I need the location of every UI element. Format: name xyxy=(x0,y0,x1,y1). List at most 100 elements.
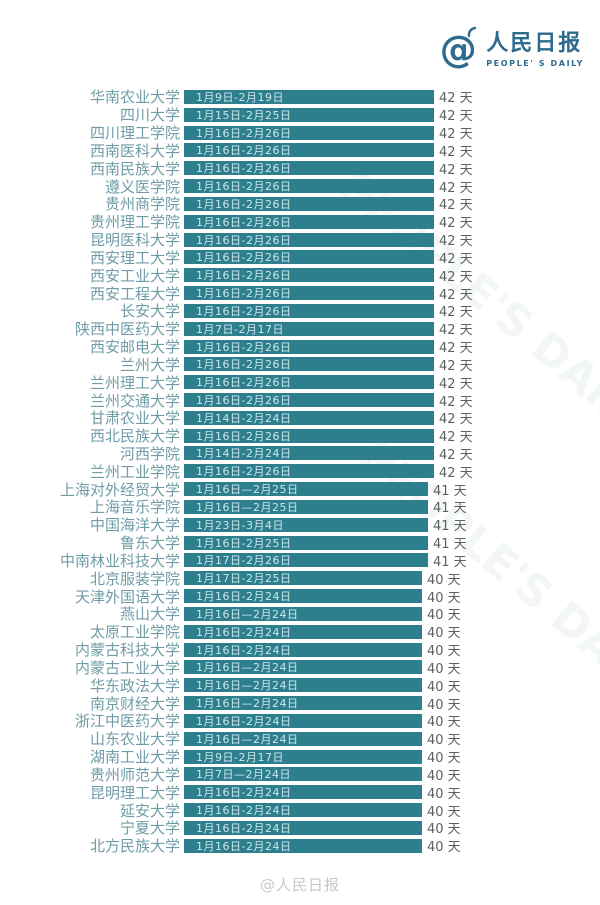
university-name: 山东农业大学 xyxy=(89,730,180,749)
chart-row: 遵义医学院 1月16日-2月26日 42 天 xyxy=(0,177,600,196)
vacation-bar: 1月16日-2月26日 xyxy=(184,303,434,318)
date-range-label: 1月9日-2月17日 xyxy=(196,750,284,764)
chart-row: 昆明理工大学 1月16日-2月24日 40 天 xyxy=(0,783,600,802)
chart-row: 河西学院 1月14日-2月24日 42 天 xyxy=(0,445,600,463)
date-range-label: 1月16日-2月24日 xyxy=(196,625,292,639)
date-range-label: 1月15日-2月25日 xyxy=(196,108,292,122)
university-name: 四川理工学院 xyxy=(89,124,180,143)
vacation-bar: 1月16日-2月24日 xyxy=(184,820,422,835)
university-name: 鲁东大学 xyxy=(119,534,180,553)
university-name: 西南民族大学 xyxy=(89,159,180,178)
university-name: 浙江中医药大学 xyxy=(74,712,180,731)
date-range-label: 1月16日-2月26日 xyxy=(196,358,292,372)
date-range-label: 1月16日-2月26日 xyxy=(196,251,292,265)
vacation-bar: 1月16日-2月24日 xyxy=(184,838,422,853)
days-label: 41 天 xyxy=(433,501,467,517)
vacation-bar: 1月17日-2月26日 xyxy=(184,553,428,568)
at-megaphone-icon: @ xyxy=(434,26,482,74)
university-name: 贵州理工学院 xyxy=(89,213,180,232)
university-name: 华南农业大学 xyxy=(89,88,180,107)
chart-row: 内蒙古科技大学 1月16日-2月24日 40 天 xyxy=(0,641,600,659)
university-name: 陕西中医药大学 xyxy=(74,320,180,339)
university-name: 天津外国语大学 xyxy=(74,587,180,606)
vacation-bar: 1月16日—2月24日 xyxy=(184,660,422,675)
university-name: 上海对外经贸大学 xyxy=(59,480,180,499)
vacation-bar: 1月16日-2月26日 xyxy=(184,392,434,407)
university-name: 昆明医科大学 xyxy=(89,231,180,250)
vacation-bar: 1月16日-2月24日 xyxy=(184,803,422,818)
vacation-bar: 1月14日-2月24日 xyxy=(184,446,434,461)
days-label: 42 天 xyxy=(439,234,473,250)
days-label: 40 天 xyxy=(427,822,461,838)
chart-row: 西安邮电大学 1月16日-2月26日 42 天 xyxy=(0,338,600,356)
vacation-bar: 1月16日-2月26日 xyxy=(184,268,434,283)
university-name: 中南林业科技大学 xyxy=(59,551,180,570)
university-name: 兰州大学 xyxy=(119,355,180,374)
days-label: 42 天 xyxy=(439,216,473,232)
vacation-bar: 1月16日-2月26日 xyxy=(184,428,434,443)
date-range-label: 1月16日-2月24日 xyxy=(196,821,292,835)
chart-row: 贵州理工学院 1月16日-2月26日 42 天 xyxy=(0,213,600,231)
vacation-bar: 1月16日-2月26日 xyxy=(184,196,434,211)
date-range-label: 1月16日-2月24日 xyxy=(196,804,292,818)
university-name: 西安工程大学 xyxy=(89,284,180,303)
date-range-label: 1月16日-2月24日 xyxy=(196,643,292,657)
days-label: 42 天 xyxy=(439,465,473,481)
university-name: 遵义医学院 xyxy=(104,177,180,196)
chart-row: 天津外国语大学 1月16日-2月24日 40 天 xyxy=(0,587,600,606)
chart-row: 华南农业大学 1月9日-2月19日 42 天 xyxy=(0,88,600,106)
chart-row: 兰州工业学院 1月16日-2月26日 42 天 xyxy=(0,462,600,481)
vacation-bar: 1月16日-2月24日 xyxy=(184,785,422,800)
date-range-label: 1月23日-3月4日 xyxy=(196,518,284,532)
date-range-label: 1月16日-2月24日 xyxy=(196,714,292,728)
vacation-bar: 1月16日-2月26日 xyxy=(184,179,434,194)
days-label: 42 天 xyxy=(439,180,473,196)
vacation-bar: 1月16日-2月24日 xyxy=(184,624,422,639)
chart-row: 贵州商学院 1月16日-2月26日 42 天 xyxy=(0,195,600,213)
days-label: 40 天 xyxy=(427,751,461,767)
days-label: 40 天 xyxy=(427,679,461,695)
date-range-label: 1月16日—2月25日 xyxy=(196,483,299,497)
date-range-label: 1月17日-2月26日 xyxy=(196,554,292,568)
days-label: 40 天 xyxy=(427,661,461,677)
university-name: 贵州师范大学 xyxy=(89,765,180,784)
days-label: 40 天 xyxy=(427,590,461,606)
vacation-bar: 1月16日-2月26日 xyxy=(184,125,434,140)
chart-row: 四川理工学院 1月16日-2月26日 42 天 xyxy=(0,124,600,142)
days-label: 42 天 xyxy=(439,430,473,446)
date-range-label: 1月7日-2月17日 xyxy=(196,322,284,336)
university-name: 湖南工业大学 xyxy=(89,748,180,767)
vacation-bar: 1月16日—2月24日 xyxy=(184,731,422,746)
vacation-bar: 1月7日—2月24日 xyxy=(184,767,422,782)
days-label: 42 天 xyxy=(439,323,473,339)
vacation-bar: 1月16日-2月26日 xyxy=(184,232,434,247)
university-name: 兰州工业学院 xyxy=(89,462,180,481)
chart-row: 宁夏大学 1月16日-2月24日 40 天 xyxy=(0,819,600,837)
vacation-bar: 1月16日-2月26日 xyxy=(184,286,434,301)
chart-row: 延安大学 1月16日-2月24日 40 天 xyxy=(0,801,600,820)
date-range-label: 1月14日-2月24日 xyxy=(196,411,292,425)
chart-row: 长安大学 1月16日-2月26日 42 天 xyxy=(0,302,600,320)
vacation-bar: 1月16日—2月25日 xyxy=(184,499,428,514)
date-range-label: 1月16日-2月25日 xyxy=(196,536,292,550)
chart-row: 贵州师范大学 1月7日—2月24日 40 天 xyxy=(0,765,600,784)
date-range-label: 1月16日-2月26日 xyxy=(196,233,292,247)
vacation-bar: 1月9日-2月17日 xyxy=(184,749,422,764)
vacation-bar: 1月16日—2月25日 xyxy=(184,482,428,497)
days-label: 42 天 xyxy=(439,394,473,410)
chart-row: 四川大学 1月15日-2月25日 42 天 xyxy=(0,106,600,124)
days-label: 40 天 xyxy=(427,804,461,820)
vacation-bar: 1月16日-2月24日 xyxy=(184,589,422,604)
days-label: 40 天 xyxy=(427,644,461,660)
vacation-bar-chart: 华南农业大学 1月9日-2月19日 42 天四川大学 1月15日-2月25日 42 天四… xyxy=(0,88,600,855)
university-name: 贵州商学院 xyxy=(104,195,180,214)
date-range-label: 1月16日-2月26日 xyxy=(196,304,292,318)
university-name: 太原工业学院 xyxy=(89,623,180,642)
vacation-bar: 1月16日—2月24日 xyxy=(184,696,422,711)
logo-title: 人民日报 xyxy=(486,31,583,57)
vacation-bar: 1月15日-2月25日 xyxy=(184,107,434,122)
date-range-label: 1月16日-2月24日 xyxy=(196,590,292,604)
logo-subtitle: PEOPLE' S DAILY xyxy=(486,58,584,68)
vacation-bar: 1月16日-2月26日 xyxy=(184,339,434,354)
date-range-label: 1月16日-2月26日 xyxy=(196,340,292,354)
